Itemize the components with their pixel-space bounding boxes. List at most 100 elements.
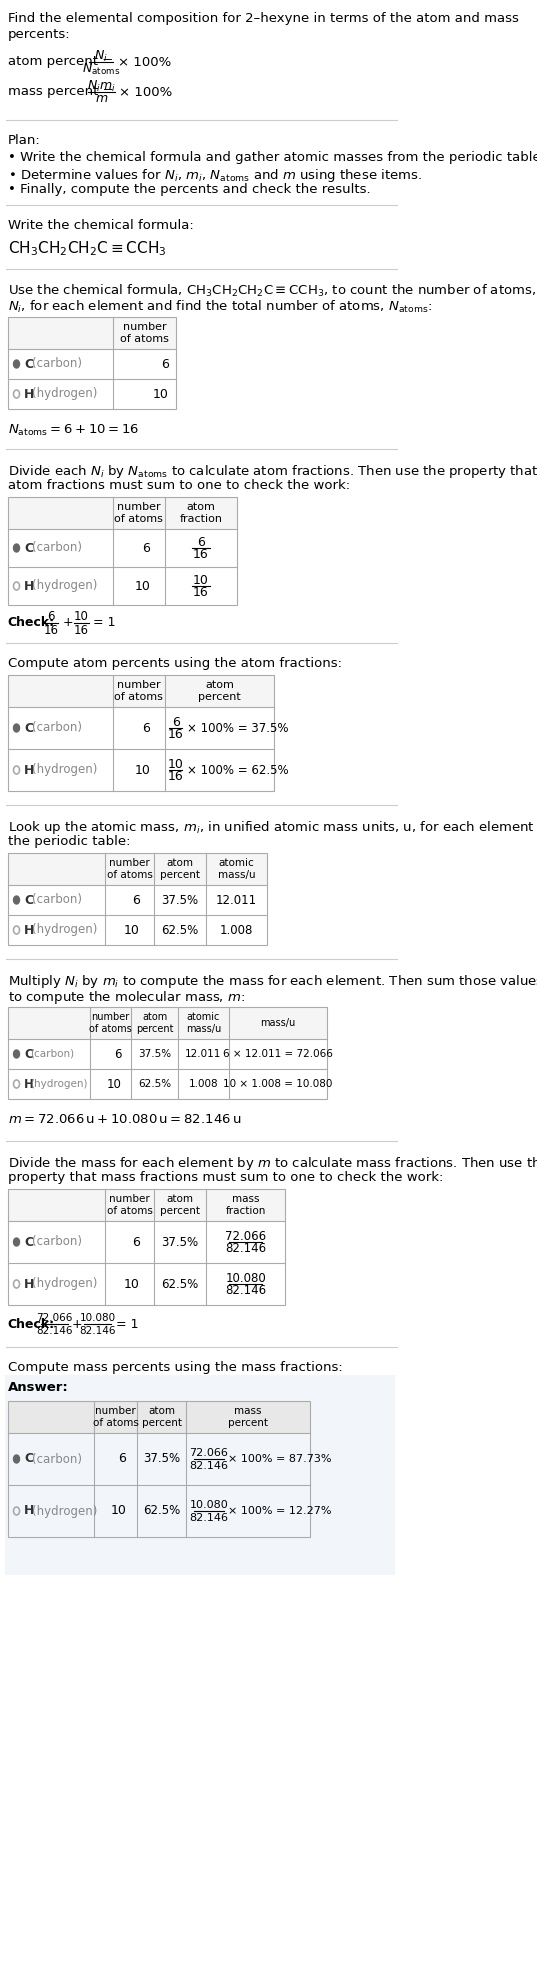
Text: H: H <box>24 1504 34 1518</box>
Text: $N_i$: $N_i$ <box>95 48 108 63</box>
Bar <box>8 1401 310 1538</box>
Text: Look up the atomic mass, $m_i$, in unified atomic mass units, u, for each elemen: Look up the atomic mass, $m_i$, in unifi… <box>8 819 537 835</box>
Text: Check:: Check: <box>8 617 55 629</box>
Text: × 100% = 12.27%: × 100% = 12.27% <box>228 1506 332 1516</box>
Text: 16: 16 <box>193 587 209 599</box>
Text: × 100% = 37.5%: × 100% = 37.5% <box>187 722 288 734</box>
Text: 6: 6 <box>142 542 150 554</box>
Text: 82.146: 82.146 <box>226 1242 266 1256</box>
Text: Divide each $N_i$ by $N_{\mathrm{atoms}}$ to calculate atom fractions. Then use : Divide each $N_i$ by $N_{\mathrm{atoms}}… <box>8 462 537 480</box>
Text: 10: 10 <box>124 923 140 936</box>
Text: (hydrogen): (hydrogen) <box>32 923 97 936</box>
Circle shape <box>13 1050 19 1057</box>
Text: 37.5%: 37.5% <box>162 1236 199 1248</box>
Text: C: C <box>24 542 33 554</box>
Text: 82.146: 82.146 <box>226 1284 266 1298</box>
Text: 12.011: 12.011 <box>216 893 257 907</box>
Text: 10: 10 <box>124 1278 140 1290</box>
Text: C: C <box>24 893 33 907</box>
Text: 62.5%: 62.5% <box>162 1278 199 1290</box>
Text: × 100% = 87.73%: × 100% = 87.73% <box>228 1454 332 1464</box>
Text: 12.011: 12.011 <box>185 1050 222 1059</box>
Text: atomic: atomic <box>187 1012 220 1022</box>
Text: 10: 10 <box>134 764 150 776</box>
Text: 10.080: 10.080 <box>79 1313 115 1323</box>
Text: × 100%: × 100% <box>118 56 171 69</box>
Text: number: number <box>123 321 166 331</box>
Bar <box>8 675 274 706</box>
Text: percent: percent <box>228 1419 268 1428</box>
Text: 82.146: 82.146 <box>79 1325 116 1335</box>
Bar <box>8 1188 285 1305</box>
Text: (carbon): (carbon) <box>32 722 82 734</box>
Text: number: number <box>95 1407 136 1417</box>
Text: • Write the chemical formula and gather atomic masses from the periodic table.: • Write the chemical formula and gather … <box>8 151 537 165</box>
Text: Compute atom percents using the atom fractions:: Compute atom percents using the atom fra… <box>8 657 342 671</box>
Text: Check:: Check: <box>8 1317 55 1331</box>
Text: 1.008: 1.008 <box>188 1079 218 1089</box>
Text: (hydrogen): (hydrogen) <box>32 1504 97 1518</box>
Text: × 100% = 62.5%: × 100% = 62.5% <box>187 764 288 776</box>
Text: (carbon): (carbon) <box>32 1236 82 1248</box>
Text: (hydrogen): (hydrogen) <box>30 1079 88 1089</box>
Text: 10: 10 <box>168 758 184 770</box>
Text: 6: 6 <box>114 1048 121 1061</box>
Text: C: C <box>24 722 33 734</box>
Text: (carbon): (carbon) <box>30 1050 74 1059</box>
Text: 37.5%: 37.5% <box>138 1050 171 1059</box>
Circle shape <box>13 544 19 552</box>
Text: 1.008: 1.008 <box>220 923 253 936</box>
Text: atom: atom <box>186 502 215 512</box>
Text: (carbon): (carbon) <box>32 542 82 554</box>
Text: (carbon): (carbon) <box>32 1452 82 1466</box>
Text: fraction: fraction <box>226 1206 266 1216</box>
Text: percent: percent <box>142 1419 182 1428</box>
Text: $N_i$, for each element and find the total number of atoms, $N_{\mathrm{atoms}}$: $N_i$, for each element and find the tot… <box>8 300 432 315</box>
Text: 62.5%: 62.5% <box>143 1504 180 1518</box>
Bar <box>4 1375 395 1575</box>
Bar <box>8 1008 326 1099</box>
Text: 6: 6 <box>118 1452 126 1466</box>
Text: • Determine values for $N_i$, $m_i$, $N_{\mathrm{atoms}}$ and $m$ using these it: • Determine values for $N_i$, $m_i$, $N_… <box>8 167 422 185</box>
Text: mass: mass <box>234 1407 262 1417</box>
Text: Multiply $N_i$ by $m_i$ to compute the mass for each element. Then sum those val: Multiply $N_i$ by $m_i$ to compute the m… <box>8 972 537 990</box>
Text: 16: 16 <box>168 728 184 742</box>
Text: 82.146: 82.146 <box>189 1460 228 1470</box>
Text: Find the elemental composition for 2–hexyne in terms of the atom and mass: Find the elemental composition for 2–hex… <box>8 12 518 26</box>
Text: atom: atom <box>205 681 234 690</box>
Text: 6: 6 <box>197 536 205 548</box>
Text: (carbon): (carbon) <box>32 357 82 371</box>
Text: mass: mass <box>232 1194 260 1204</box>
Text: 6 × 12.011 = 72.066: 6 × 12.011 = 72.066 <box>223 1050 333 1059</box>
Bar <box>8 498 236 530</box>
Bar <box>8 317 177 409</box>
Text: number: number <box>109 857 150 869</box>
Text: $m = 72.066\,\mathrm{u} + 10.080\,\mathrm{u} = 82.146\,\mathrm{u}$: $m = 72.066\,\mathrm{u} + 10.080\,\mathr… <box>8 1113 241 1127</box>
Text: × 100%: × 100% <box>119 85 172 99</box>
Text: $N_i m_i$: $N_i m_i$ <box>87 79 115 93</box>
Text: (hydrogen): (hydrogen) <box>32 764 97 776</box>
Text: Compute mass percents using the mass fractions:: Compute mass percents using the mass fra… <box>8 1361 342 1375</box>
Text: Answer:: Answer: <box>8 1381 68 1395</box>
Text: number: number <box>117 681 161 690</box>
Text: = 1: = 1 <box>93 617 115 629</box>
Text: 6: 6 <box>132 893 140 907</box>
Text: 16: 16 <box>193 548 209 561</box>
Text: 6: 6 <box>161 357 169 371</box>
Text: 37.5%: 37.5% <box>162 893 199 907</box>
Text: 16: 16 <box>168 770 184 784</box>
Text: $N_{\mathrm{atoms}} = 6 + 10 = 16$: $N_{\mathrm{atoms}} = 6 + 10 = 16$ <box>8 423 139 438</box>
Text: $N_{\mathrm{atoms}}$: $N_{\mathrm{atoms}}$ <box>82 62 120 77</box>
Text: H: H <box>24 764 34 776</box>
Text: Use the chemical formula, $\mathrm{CH_3CH_2CH_2C{\equiv}CCH_3}$, to count the nu: Use the chemical formula, $\mathrm{CH_3C… <box>8 284 535 300</box>
Text: C: C <box>24 1236 33 1248</box>
Text: atom: atom <box>148 1407 175 1417</box>
Bar <box>8 675 274 792</box>
Text: of atoms: of atoms <box>106 871 153 881</box>
Text: mass percent =: mass percent = <box>8 85 113 99</box>
Text: 6: 6 <box>132 1236 140 1248</box>
Text: mass/u: mass/u <box>260 1018 295 1028</box>
Text: Divide the mass for each element by $m$ to calculate mass fractions. Then use th: Divide the mass for each element by $m$ … <box>8 1155 537 1173</box>
Text: 10: 10 <box>134 579 150 593</box>
Text: 82.146: 82.146 <box>189 1514 228 1524</box>
